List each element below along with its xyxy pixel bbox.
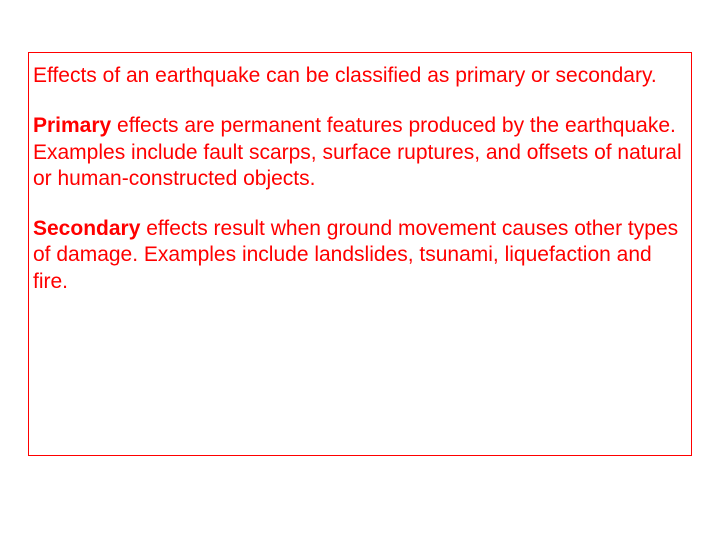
secondary-paragraph: Secondary effects result when ground mov… xyxy=(33,216,687,295)
intro-paragraph: Effects of an earthquake can be classifi… xyxy=(33,63,687,89)
primary-paragraph: Primary effects are permanent features p… xyxy=(33,113,687,192)
content-box: Effects of an earthquake can be classifi… xyxy=(28,52,692,456)
slide-container: Effects of an earthquake can be classifi… xyxy=(0,0,720,540)
secondary-label: Secondary xyxy=(33,217,140,240)
primary-text: effects are permanent features produced … xyxy=(33,114,682,190)
primary-label: Primary xyxy=(33,114,111,137)
intro-text: Effects of an earthquake can be classifi… xyxy=(33,64,657,87)
